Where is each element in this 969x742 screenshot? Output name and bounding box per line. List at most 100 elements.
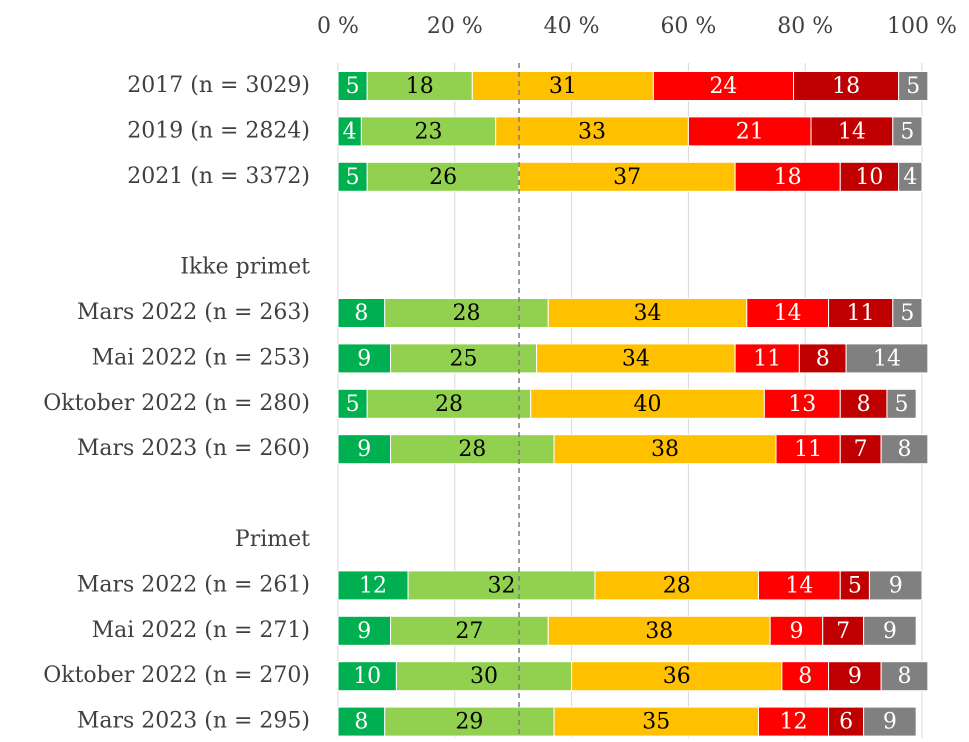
data-label: 28 (435, 392, 463, 417)
bar-segment (892, 298, 923, 328)
data-label: 8 (816, 346, 830, 371)
bar-segment (390, 434, 555, 465)
bar-segment (845, 343, 929, 374)
bar-segment (337, 388, 368, 419)
data-label: 5 (848, 573, 862, 598)
data-label: 34 (622, 346, 650, 371)
category-label: Mars 2023 (n = 295) (77, 709, 310, 734)
data-label: 14 (838, 119, 866, 144)
data-label: 37 (613, 165, 641, 190)
data-label: 31 (549, 74, 577, 99)
x-tick-label: 100 % (887, 14, 957, 39)
bar-segment (757, 570, 841, 601)
bar-segment (798, 343, 847, 374)
bar-segment (822, 615, 865, 646)
category-label: 2017 (n = 3029) (127, 73, 310, 98)
data-label: 9 (889, 573, 903, 598)
bar-segment (839, 161, 900, 192)
bar-segment (763, 388, 841, 419)
data-label: 5 (900, 301, 914, 326)
data-label: 9 (789, 619, 803, 644)
x-tick-label: 60 % (660, 14, 716, 39)
x-tick-label: 0 % (317, 14, 359, 39)
data-label: 13 (788, 392, 816, 417)
category-label: Mai 2022 (n = 271) (92, 618, 310, 643)
data-label: 33 (578, 119, 606, 144)
data-label: 34 (634, 301, 662, 326)
data-label: 5 (906, 74, 920, 99)
category-label: 2019 (n = 2824) (127, 118, 310, 143)
data-label: 18 (832, 74, 860, 99)
bar-segment (337, 298, 386, 328)
data-label: 28 (663, 573, 691, 598)
bar-segment (407, 570, 596, 601)
data-label: 25 (450, 346, 478, 371)
data-label: 27 (455, 619, 483, 644)
bar-segment (892, 116, 923, 147)
bar-segment (553, 434, 777, 465)
data-label: 8 (354, 301, 368, 326)
bar-segment (746, 298, 830, 328)
bar-segment (366, 388, 532, 419)
category-label: Oktober 2022 (n = 270) (43, 663, 310, 688)
x-tick-label: 20 % (427, 14, 483, 39)
data-label: 18 (774, 165, 802, 190)
bar-segment (880, 434, 929, 465)
data-label: 8 (798, 664, 812, 689)
bar-segment (734, 343, 800, 374)
data-label: 11 (847, 301, 875, 326)
bar-segment (734, 161, 841, 192)
data-label: 9 (848, 664, 862, 689)
bar-segment (495, 116, 689, 147)
data-label: 5 (346, 165, 360, 190)
bar-segment (828, 661, 882, 692)
data-label: 9 (357, 346, 371, 371)
data-label: 38 (645, 619, 673, 644)
data-label: 35 (642, 710, 670, 735)
data-label: 4 (903, 165, 917, 190)
category-label: Mars 2022 (n = 261) (77, 572, 310, 597)
data-label: 9 (357, 619, 371, 644)
x-tick-label: 40 % (544, 14, 600, 39)
data-label: 29 (455, 710, 483, 735)
data-label: 32 (488, 573, 516, 598)
data-label: 8 (857, 392, 871, 417)
bar-segment (337, 706, 386, 737)
bar-segment (769, 615, 824, 646)
data-label: 10 (353, 664, 381, 689)
bar-segment (898, 161, 923, 192)
data-label: 28 (458, 437, 486, 462)
bar-segment (863, 615, 917, 646)
data-label: 26 (429, 165, 457, 190)
data-label: 12 (359, 573, 387, 598)
data-label: 11 (794, 437, 822, 462)
data-label: 8 (354, 710, 368, 735)
data-label: 5 (895, 392, 909, 417)
bar-segment (390, 343, 538, 374)
category-label: Mars 2022 (n = 263) (77, 300, 310, 325)
data-label: 14 (873, 346, 901, 371)
data-label: 6 (839, 710, 853, 735)
bar-segment (687, 116, 812, 147)
bar-segment (775, 434, 841, 465)
data-label: 21 (736, 119, 764, 144)
data-label: 28 (452, 301, 480, 326)
category-label: Mai 2022 (n = 253) (92, 345, 310, 370)
bar-segment (652, 71, 795, 101)
category-label: Oktober 2022 (n = 280) (43, 391, 310, 416)
data-label: 7 (836, 619, 850, 644)
data-label: 14 (774, 301, 802, 326)
data-label: 23 (415, 119, 443, 144)
data-label: 30 (470, 664, 498, 689)
category-label: 2021 (n = 3372) (127, 164, 310, 189)
bar-segment (880, 661, 929, 692)
bar-segment (530, 388, 765, 419)
data-label: 8 (897, 437, 911, 462)
data-label: 5 (900, 119, 914, 144)
bar-segment (395, 661, 573, 692)
data-label: 9 (357, 437, 371, 462)
data-label: 11 (753, 346, 781, 371)
data-label: 12 (780, 710, 808, 735)
bar-segment (337, 71, 368, 101)
